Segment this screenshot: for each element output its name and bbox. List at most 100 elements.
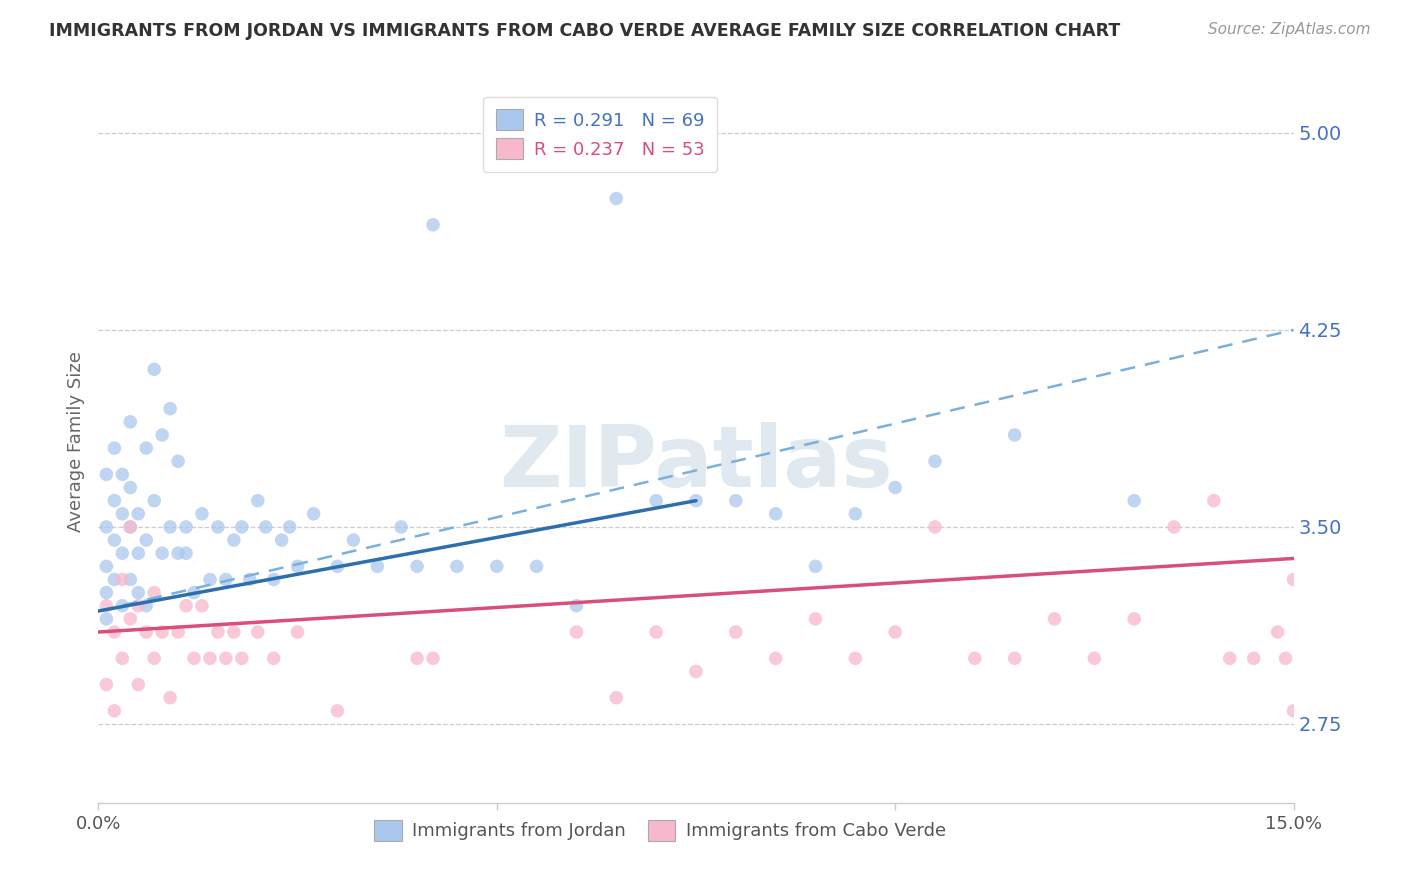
Point	[207, 520, 229, 534]
Point	[389, 520, 412, 534]
Point	[1274, 651, 1296, 665]
Point	[167, 454, 190, 468]
Point	[884, 481, 907, 495]
Point	[884, 625, 907, 640]
Point	[1123, 612, 1146, 626]
Point	[844, 651, 866, 665]
Point	[326, 559, 349, 574]
Point	[270, 533, 292, 547]
Point	[174, 546, 197, 560]
Legend: Immigrants from Jordan, Immigrants from Cabo Verde: Immigrants from Jordan, Immigrants from …	[367, 813, 953, 848]
Point	[96, 559, 118, 574]
Point	[302, 507, 325, 521]
Point	[222, 533, 245, 547]
Point	[207, 625, 229, 640]
Point	[1267, 625, 1289, 640]
Text: Source: ZipAtlas.com: Source: ZipAtlas.com	[1208, 22, 1371, 37]
Y-axis label: Average Family Size: Average Family Size	[66, 351, 84, 532]
Point	[174, 599, 197, 613]
Point	[111, 573, 134, 587]
Point	[143, 493, 166, 508]
Point	[804, 559, 827, 574]
Point	[103, 573, 125, 587]
Point	[191, 507, 214, 521]
Point	[605, 690, 627, 705]
Point	[174, 520, 197, 534]
Point	[685, 665, 707, 679]
Point	[120, 612, 142, 626]
Point	[96, 520, 118, 534]
Point	[103, 493, 125, 508]
Point	[183, 585, 205, 599]
Point	[127, 546, 149, 560]
Point	[167, 625, 190, 640]
Point	[96, 599, 118, 613]
Point	[446, 559, 468, 574]
Point	[645, 493, 668, 508]
Point	[342, 533, 364, 547]
Point	[326, 704, 349, 718]
Point	[167, 546, 190, 560]
Point	[254, 520, 277, 534]
Point	[222, 625, 245, 640]
Point	[135, 441, 157, 455]
Point	[111, 546, 134, 560]
Point	[127, 507, 149, 521]
Point	[143, 362, 166, 376]
Point	[127, 599, 149, 613]
Point	[215, 573, 238, 587]
Point	[1163, 520, 1185, 534]
Point	[111, 599, 134, 613]
Point	[1219, 651, 1241, 665]
Point	[422, 651, 444, 665]
Point	[246, 493, 269, 508]
Point	[159, 401, 181, 416]
Point	[103, 625, 125, 640]
Point	[191, 599, 214, 613]
Point	[263, 651, 285, 665]
Point	[765, 651, 787, 665]
Point	[526, 559, 548, 574]
Point	[120, 573, 142, 587]
Point	[96, 585, 118, 599]
Point	[1282, 704, 1305, 718]
Point	[159, 690, 181, 705]
Point	[1123, 493, 1146, 508]
Point	[1282, 573, 1305, 587]
Point	[111, 467, 134, 482]
Point	[96, 677, 118, 691]
Point	[150, 428, 173, 442]
Text: ZIPatlas: ZIPatlas	[499, 422, 893, 505]
Point	[287, 625, 309, 640]
Point	[605, 192, 627, 206]
Point	[485, 559, 508, 574]
Point	[844, 507, 866, 521]
Point	[135, 625, 157, 640]
Point	[765, 507, 787, 521]
Point	[198, 573, 221, 587]
Point	[231, 651, 253, 665]
Point	[246, 625, 269, 640]
Point	[103, 704, 125, 718]
Point	[111, 507, 134, 521]
Point	[143, 585, 166, 599]
Point	[120, 520, 142, 534]
Point	[645, 625, 668, 640]
Point	[159, 520, 181, 534]
Point	[1043, 612, 1066, 626]
Point	[215, 651, 238, 665]
Point	[103, 441, 125, 455]
Point	[143, 651, 166, 665]
Point	[1083, 651, 1105, 665]
Point	[406, 651, 429, 665]
Point	[135, 599, 157, 613]
Point	[150, 546, 173, 560]
Point	[287, 559, 309, 574]
Point	[685, 493, 707, 508]
Point	[1004, 651, 1026, 665]
Point	[963, 651, 986, 665]
Point	[366, 559, 388, 574]
Point	[565, 625, 588, 640]
Point	[135, 533, 157, 547]
Point	[96, 612, 118, 626]
